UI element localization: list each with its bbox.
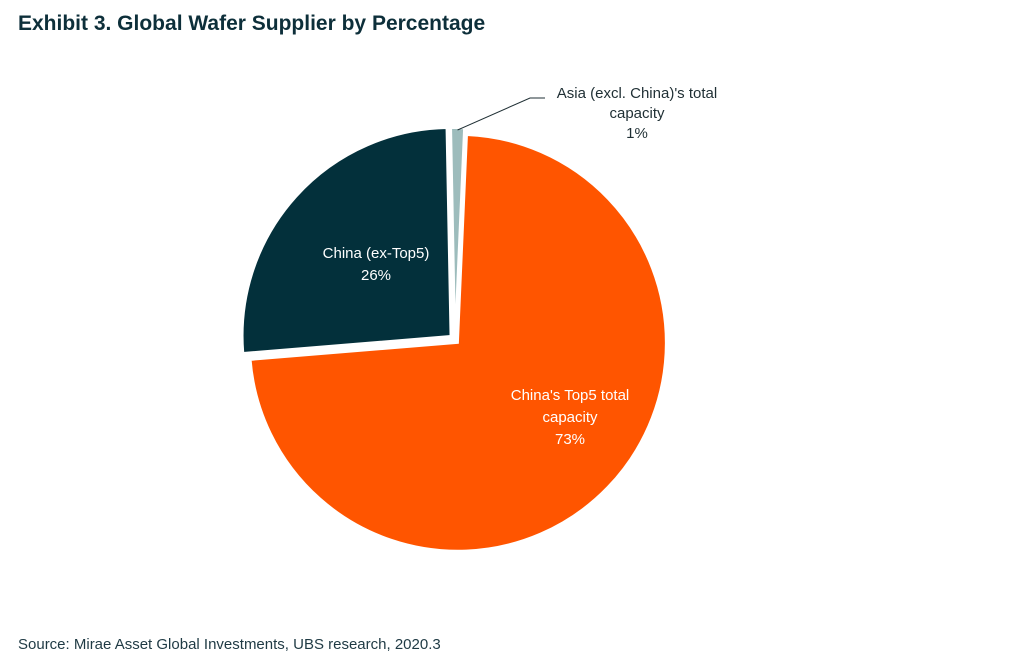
leader-line (457, 97, 545, 131)
pie-labels: China's Top5 total capacity 73% China (ex-T… (323, 85, 718, 448)
data-label-3-line-1: Asia (excl. China)'s total (557, 85, 717, 102)
data-label-3-line-2: capacity (609, 105, 665, 122)
data-label-1-line-1: China's Top5 total (511, 387, 630, 404)
data-label-1-line-2: capacity (542, 409, 598, 426)
data-label-1-line-3: 73% (555, 431, 585, 448)
source-note: Source: Mirae Asset Global Investments, … (18, 636, 441, 653)
chart-title: Exhibit 3. Global Wafer Supplier by Perc… (18, 12, 486, 35)
data-label-3-line-3: 1% (626, 125, 648, 142)
pie-slice-1 (249, 133, 667, 552)
pie-slice-2 (241, 126, 452, 355)
data-label-2-line-1: China (ex-Top5) (323, 245, 430, 262)
pie-slices (241, 126, 667, 552)
pie-slice-3 (450, 127, 466, 337)
data-label-2-line-2: 26% (361, 267, 391, 284)
